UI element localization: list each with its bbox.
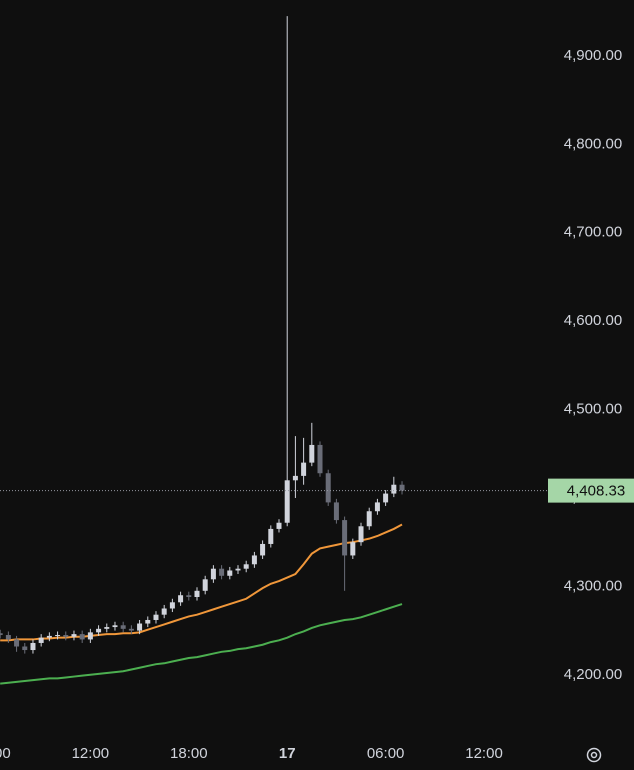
last-price-label: 4,408.33 — [567, 483, 625, 500]
plot-area — [0, 16, 405, 685]
candle-body — [276, 522, 282, 529]
candle-body — [63, 635, 69, 637]
candle-body — [374, 502, 380, 512]
candle-body — [79, 634, 85, 640]
candle-body — [14, 639, 20, 647]
candle-body — [243, 564, 249, 569]
x-tick-label: 06:00 — [367, 745, 405, 762]
candle-body — [227, 570, 233, 576]
y-tick-label: 4,300.00 — [564, 577, 622, 594]
last-price-box — [548, 478, 634, 503]
y-tick-label: 4,600.00 — [564, 312, 622, 329]
candle-body — [235, 568, 241, 571]
candle-body — [399, 484, 405, 491]
candle-body — [153, 614, 159, 620]
candle-body — [186, 595, 192, 597]
candle-body — [87, 632, 93, 640]
candle-body — [251, 555, 257, 565]
candle-body — [268, 528, 274, 544]
y-tick-label: 4,800.00 — [564, 135, 622, 152]
candle-body — [260, 543, 266, 556]
x-tick-label: 12:00 — [72, 745, 110, 762]
candle-body — [358, 526, 364, 543]
candle-body — [292, 475, 298, 481]
candle-body — [309, 444, 315, 463]
candle-body — [383, 493, 389, 503]
candle-body — [145, 619, 151, 624]
candle-body — [5, 635, 11, 640]
candle-body — [55, 635, 61, 637]
candle-body — [202, 579, 208, 591]
candle-body — [0, 633, 3, 636]
candle-body — [22, 646, 28, 651]
candle-body — [178, 595, 184, 603]
candle-body — [317, 444, 323, 474]
y-tick-label: 4,200.00 — [564, 666, 622, 683]
candle-body — [366, 511, 372, 527]
candle-body — [128, 628, 134, 631]
moving-average-line — [0, 603, 403, 685]
candle-body — [38, 637, 44, 643]
candle-body — [301, 462, 307, 476]
candle-body — [350, 542, 356, 556]
candle-body — [30, 642, 36, 651]
candle-body — [112, 625, 118, 628]
candle-body — [120, 625, 126, 629]
candle-body — [104, 627, 110, 629]
x-tick-label: 06:00 — [0, 745, 11, 762]
y-tick-label: 4,700.00 — [564, 224, 622, 241]
x-tick-label: 17 — [279, 745, 296, 762]
moving-average-line — [0, 523, 403, 642]
candle-body — [137, 623, 143, 631]
x-tick-label: 18:00 — [170, 745, 208, 762]
candle-body — [194, 590, 200, 597]
candle-body — [333, 502, 339, 521]
y-tick-label: 4,500.00 — [564, 401, 622, 418]
candle-body — [169, 602, 175, 609]
candle-body — [161, 608, 167, 615]
candle-body — [391, 484, 397, 494]
settings-icon[interactable] — [586, 747, 602, 763]
y-tick-label: 4,900.00 — [564, 47, 622, 64]
candle-body — [96, 628, 102, 633]
candle-body — [71, 634, 77, 637]
candle-body — [284, 480, 290, 523]
settings-core — [590, 751, 598, 759]
candle-body — [342, 520, 348, 556]
candle-body — [219, 568, 225, 576]
candle-body — [210, 568, 216, 580]
candle-body — [46, 635, 52, 638]
candle-body — [325, 473, 331, 503]
x-tick-label: 12:00 — [465, 745, 503, 762]
settings-ring — [586, 747, 602, 763]
